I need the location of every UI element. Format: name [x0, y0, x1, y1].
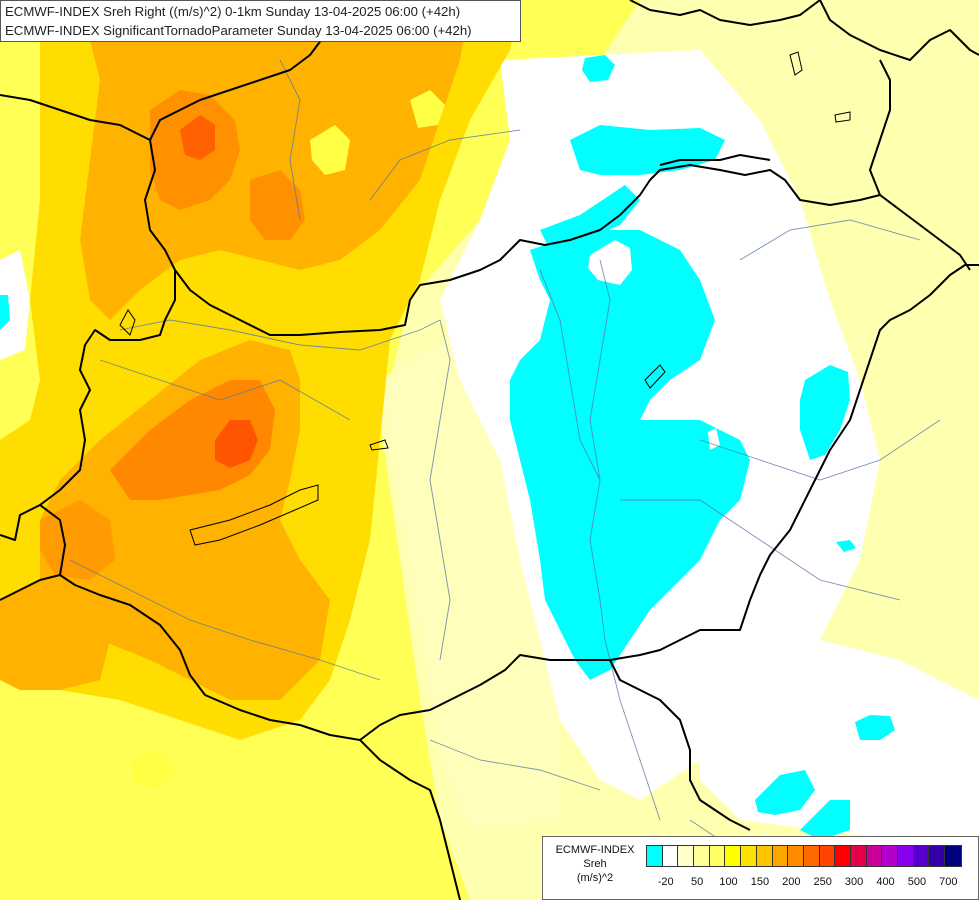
legend-swatch — [835, 846, 851, 866]
legend-swatch — [898, 846, 914, 866]
cyan-zone-west — [0, 295, 10, 330]
legend-swatch — [678, 846, 695, 866]
cyan-zone-top — [582, 55, 615, 82]
legend-swatch — [929, 846, 946, 866]
legend-tick-label: 100 — [719, 876, 738, 888]
red-orange-zone-center — [215, 420, 258, 468]
legend-swatch — [741, 846, 757, 866]
legend-title: ECMWF-INDEX Sreh (m/s)^2 — [547, 843, 643, 885]
legend-title-line-2: Sreh — [583, 858, 607, 870]
legend-swatch — [662, 846, 679, 866]
legend-tick-label: 700 — [939, 876, 958, 888]
white-pocket-2 — [708, 428, 720, 450]
orange-zone-southwest — [0, 580, 110, 690]
legend-swatch — [756, 846, 773, 866]
legend-tick-label: 300 — [844, 876, 864, 888]
orange-zone-north — [80, 0, 470, 320]
legend-swatch — [850, 846, 867, 866]
legend-tick-label: 50 — [690, 876, 704, 888]
legend-swatch — [788, 846, 804, 866]
lake-small-4 — [834, 111, 851, 123]
dark-orange-zone-center — [110, 380, 275, 500]
legend-title-line-3: (m/s)^2 — [576, 872, 614, 884]
lake-small-1 — [119, 309, 136, 336]
legend-tick-label: 400 — [876, 876, 895, 888]
legend-tick-label: 150 — [750, 876, 770, 888]
legend-swatch — [945, 846, 961, 866]
legend-swatch — [866, 846, 883, 866]
cyan-zone-small-east — [836, 540, 856, 552]
lake-small-5 — [789, 51, 803, 76]
cyan-zone-main — [510, 230, 750, 680]
red-orange-zone-north — [180, 115, 215, 160]
legend-swatch — [709, 846, 726, 866]
white-pocket — [588, 240, 632, 285]
map-title-box: ECMWF-INDEX Sreh Right ((m/s)^2) 0-1km S… — [0, 0, 521, 42]
legend-swatch — [803, 846, 820, 866]
cyan-zone-south — [755, 770, 850, 840]
yellow-spot-1 — [310, 125, 350, 175]
legend-ticks: -20 50 100 150 200 250 300 400 500 700 — [646, 875, 976, 889]
lake-small-2 — [369, 439, 389, 451]
legend-swatch — [882, 846, 898, 866]
legend-swatch — [913, 846, 930, 866]
cyan-zone-north — [570, 125, 725, 175]
legend-swatch — [725, 846, 742, 866]
lake-small-3 — [644, 364, 666, 389]
legend-tick-label: 200 — [782, 876, 801, 888]
lakes — [119, 51, 851, 546]
dark-orange-zone-north-2 — [250, 170, 305, 240]
legend-tick-label: 500 — [907, 876, 927, 888]
cyan-zone-northwest — [540, 185, 640, 250]
map-title-line-2: ECMWF-INDEX SignificantTornadoParameter … — [5, 23, 472, 38]
legend-tick-label: 250 — [813, 876, 832, 888]
legend-swatch — [772, 846, 789, 866]
white-zone-west — [0, 250, 30, 360]
map-title-line-1: ECMWF-INDEX Sreh Right ((m/s)^2) 0-1km S… — [5, 4, 461, 19]
cyan-zone-southeast — [855, 715, 895, 740]
yellow-spot-2 — [410, 90, 445, 128]
legend-swatches — [646, 845, 962, 867]
cyan-zone-east — [800, 365, 850, 460]
yellow-spot-3 — [130, 750, 175, 790]
legend-tick-label: -20 — [657, 876, 674, 888]
legend-title-line-1: ECMWF-INDEX — [555, 844, 635, 856]
legend-swatch — [694, 846, 710, 866]
lake-balaton — [189, 484, 319, 546]
color-legend: ECMWF-INDEX Sreh (m/s)^2 -20 50 100 150 200 2… — [542, 836, 979, 900]
legend-swatch — [647, 846, 663, 866]
legend-swatch — [819, 846, 836, 866]
